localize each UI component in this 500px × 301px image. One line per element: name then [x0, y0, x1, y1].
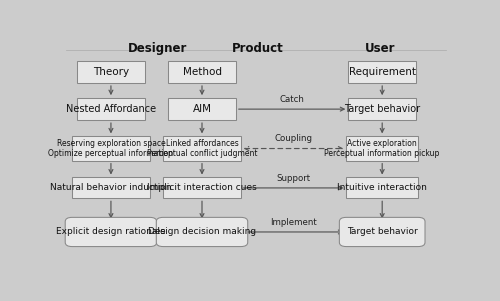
Text: Intuitive interaction: Intuitive interaction — [337, 183, 427, 192]
FancyBboxPatch shape — [77, 61, 145, 83]
Text: Target behavior: Target behavior — [344, 104, 420, 114]
Text: Support: Support — [276, 174, 310, 183]
FancyBboxPatch shape — [163, 136, 241, 161]
Text: Product: Product — [232, 42, 284, 55]
Text: Reserving exploration space
Optimize perceptual information: Reserving exploration space Optimize per… — [48, 139, 174, 158]
Text: Coupling: Coupling — [274, 135, 312, 144]
FancyBboxPatch shape — [72, 178, 150, 198]
Text: Design decision making: Design decision making — [148, 228, 256, 237]
Text: Implement: Implement — [270, 218, 317, 227]
FancyBboxPatch shape — [77, 98, 145, 120]
Text: Implicit interaction cues: Implicit interaction cues — [147, 183, 257, 192]
Text: Theory: Theory — [93, 67, 129, 77]
FancyBboxPatch shape — [346, 136, 418, 161]
Text: Linked affordances
Perceptual conflict judgment: Linked affordances Perceptual conflict j… — [147, 139, 257, 158]
Text: AIM: AIM — [192, 104, 212, 114]
Text: Natural behavior induction: Natural behavior induction — [50, 183, 172, 192]
FancyBboxPatch shape — [168, 61, 236, 83]
FancyBboxPatch shape — [65, 217, 156, 247]
Text: Method: Method — [182, 67, 222, 77]
FancyBboxPatch shape — [163, 178, 241, 198]
Text: Designer: Designer — [128, 42, 187, 55]
FancyBboxPatch shape — [72, 136, 150, 161]
Text: Nested Affordance: Nested Affordance — [66, 104, 156, 114]
Text: Active exploration
Perceptual information pickup: Active exploration Perceptual informatio… — [324, 139, 440, 158]
Text: Requirement: Requirement — [348, 67, 416, 77]
FancyBboxPatch shape — [340, 217, 425, 247]
Text: Catch: Catch — [280, 95, 304, 104]
FancyBboxPatch shape — [156, 217, 248, 247]
FancyBboxPatch shape — [348, 98, 416, 120]
FancyBboxPatch shape — [348, 61, 416, 83]
Text: Target behavior: Target behavior — [347, 228, 418, 237]
FancyBboxPatch shape — [346, 178, 418, 198]
Text: Explicit design rationale: Explicit design rationale — [56, 228, 166, 237]
FancyBboxPatch shape — [168, 98, 236, 120]
Text: User: User — [365, 42, 396, 55]
